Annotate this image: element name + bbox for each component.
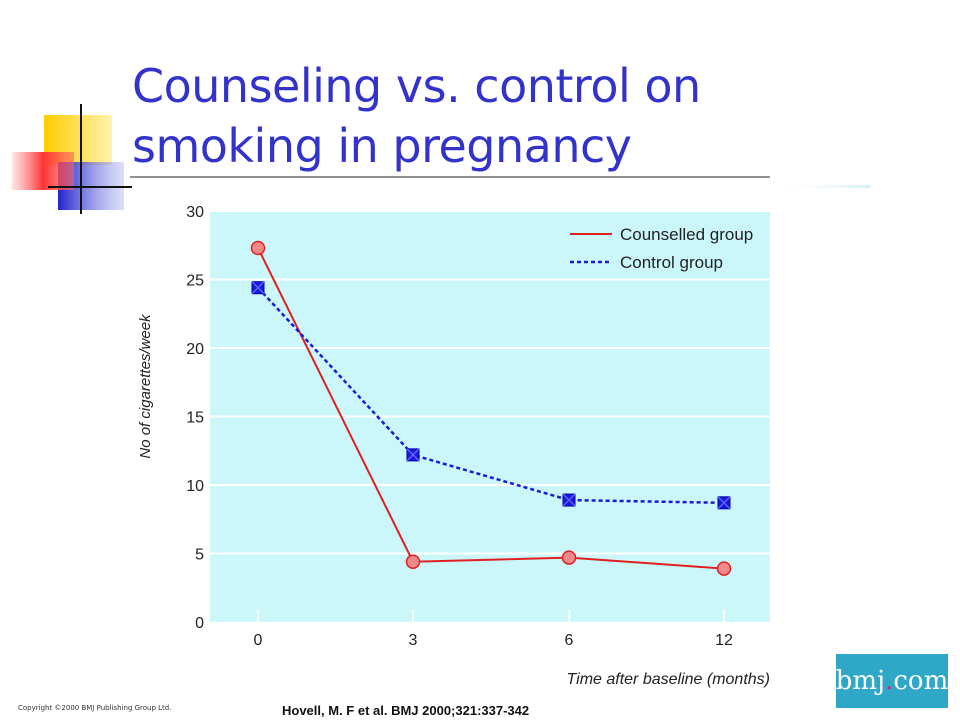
series-line-control bbox=[257, 286, 725, 505]
logo-text-com: com bbox=[893, 666, 949, 696]
x-tick-label: 6 bbox=[565, 632, 574, 649]
y-tick-label: 30 bbox=[186, 204, 204, 221]
y-axis-label: No of cigarettes/week bbox=[137, 313, 154, 459]
y-tick-label: 15 bbox=[186, 410, 204, 427]
data-point-control-cross bbox=[406, 448, 420, 462]
x-tick-label: 3 bbox=[409, 632, 418, 649]
data-point-control-cross bbox=[717, 496, 731, 510]
y-tick-label: 10 bbox=[186, 478, 204, 495]
y-tick-label: 5 bbox=[195, 547, 204, 564]
series-line-counselled bbox=[257, 247, 725, 570]
data-point-control-cross bbox=[251, 281, 265, 295]
legend-label-counselled: Counselled group bbox=[620, 225, 753, 244]
data-point-counselled bbox=[561, 550, 577, 565]
x-axis-label: Time after baseline (months) bbox=[567, 671, 771, 688]
data-point-counselled bbox=[716, 561, 732, 576]
citation-text: Hovell, M. F et al. BMJ 2000;321:337-342 bbox=[282, 703, 530, 718]
page-title: Counseling vs. control on smoking in pre… bbox=[132, 59, 701, 173]
bmj-logo: bmj. com bbox=[836, 654, 948, 708]
y-tick-label: 25 bbox=[186, 273, 204, 290]
legend-label-control: Control group bbox=[620, 253, 723, 272]
x-tick-label: 0 bbox=[254, 632, 263, 649]
line-chart: 0 5 10 15 20 25 30 0 3 6 12 Time after baseline (mo… bbox=[130, 192, 780, 697]
y-tick-label: 0 bbox=[195, 615, 204, 632]
data-point-counselled bbox=[250, 240, 266, 256]
x-tick-label: 12 bbox=[715, 632, 733, 649]
logo-dot: . bbox=[885, 666, 894, 696]
y-tick-label: 20 bbox=[186, 341, 204, 358]
deco-red-square bbox=[12, 152, 74, 190]
logo-text-bmj: bmj bbox=[835, 666, 886, 696]
copyright-text: Copyright ©2000 BMJ Publishing Group Ltd… bbox=[18, 704, 172, 712]
data-point-control-cross bbox=[562, 493, 576, 507]
data-point-counselled bbox=[405, 554, 421, 569]
title-underline-glow bbox=[770, 185, 870, 188]
